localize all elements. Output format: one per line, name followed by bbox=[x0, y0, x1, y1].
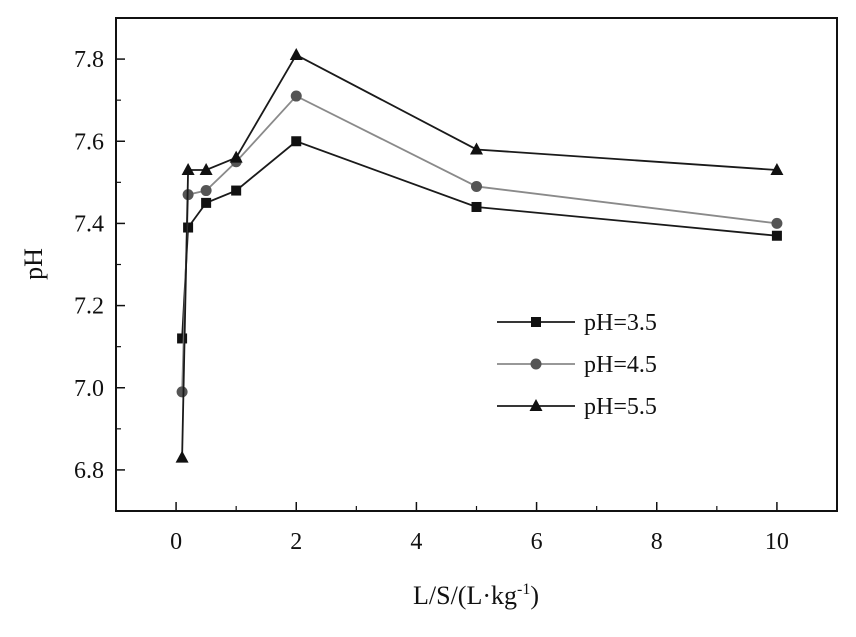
legend-item: pH=4.5 bbox=[497, 352, 657, 378]
x-tick-label: 0 bbox=[170, 529, 182, 555]
series-layer bbox=[175, 47, 784, 463]
legend-marker bbox=[529, 399, 543, 411]
legend-label: pH=5.5 bbox=[584, 394, 657, 420]
data-point bbox=[183, 222, 194, 233]
legend-marker bbox=[530, 358, 542, 370]
x-tick-label: 8 bbox=[651, 529, 663, 555]
y-tick-label: 6.8 bbox=[74, 458, 104, 484]
legend-marker bbox=[531, 317, 541, 327]
data-point bbox=[175, 450, 189, 463]
data-point bbox=[176, 386, 188, 398]
data-point bbox=[290, 90, 302, 102]
y-tick-label: 7.6 bbox=[74, 129, 104, 155]
x-tick-label: 4 bbox=[410, 529, 422, 555]
x-tick-label: 10 bbox=[765, 529, 789, 555]
series-triangle bbox=[175, 47, 784, 463]
data-point bbox=[289, 47, 303, 60]
y-tick-label: 7.8 bbox=[74, 47, 104, 73]
data-point bbox=[201, 197, 212, 208]
legend-item: pH=5.5 bbox=[497, 394, 657, 420]
y-axis-tick-labels: 6.8 7.0 7.2 7.4 7.6 7.8 bbox=[74, 47, 104, 484]
data-point bbox=[181, 163, 195, 176]
data-point bbox=[177, 333, 188, 344]
x-axis-ticks bbox=[115, 502, 838, 511]
data-point bbox=[771, 217, 783, 229]
series-square bbox=[177, 136, 782, 344]
x-axis-title-main: L/S/(L·kg bbox=[413, 581, 517, 610]
data-point bbox=[470, 142, 483, 155]
y-tick-label: 7.2 bbox=[74, 294, 104, 320]
data-point bbox=[199, 163, 213, 176]
legend-label: pH=4.5 bbox=[584, 352, 657, 378]
data-point bbox=[471, 201, 482, 212]
series-line bbox=[181, 53, 777, 458]
series-circle bbox=[176, 90, 783, 398]
series-line bbox=[181, 140, 778, 339]
plot-frame bbox=[115, 17, 838, 512]
legend-item: pH=3.5 bbox=[497, 310, 657, 336]
data-point bbox=[231, 185, 242, 196]
series-line bbox=[181, 94, 778, 392]
y-tick-label: 7.4 bbox=[74, 211, 104, 237]
data-point bbox=[770, 163, 784, 176]
x-axis-tick-labels: 0 2 4 6 8 10 bbox=[170, 529, 789, 555]
x-axis-title-superscript: -1 bbox=[517, 581, 530, 598]
data-point bbox=[471, 180, 482, 192]
data-point bbox=[291, 136, 302, 147]
y-axis-ticks bbox=[116, 58, 125, 471]
data-point bbox=[229, 150, 243, 163]
y-axis-title: pH bbox=[19, 248, 48, 280]
x-tick-label: 2 bbox=[290, 529, 302, 555]
x-axis-title-close: ) bbox=[530, 581, 539, 610]
x-axis-title: L/S/(L·kg-1) bbox=[413, 581, 539, 610]
legend: pH=3.5 pH=4.5 pH=5.5 bbox=[497, 310, 657, 420]
data-point bbox=[200, 185, 212, 197]
y-tick-label: 7.0 bbox=[74, 376, 104, 402]
data-point bbox=[771, 230, 782, 241]
legend-label: pH=3.5 bbox=[584, 310, 657, 336]
x-tick-label: 6 bbox=[531, 529, 543, 555]
